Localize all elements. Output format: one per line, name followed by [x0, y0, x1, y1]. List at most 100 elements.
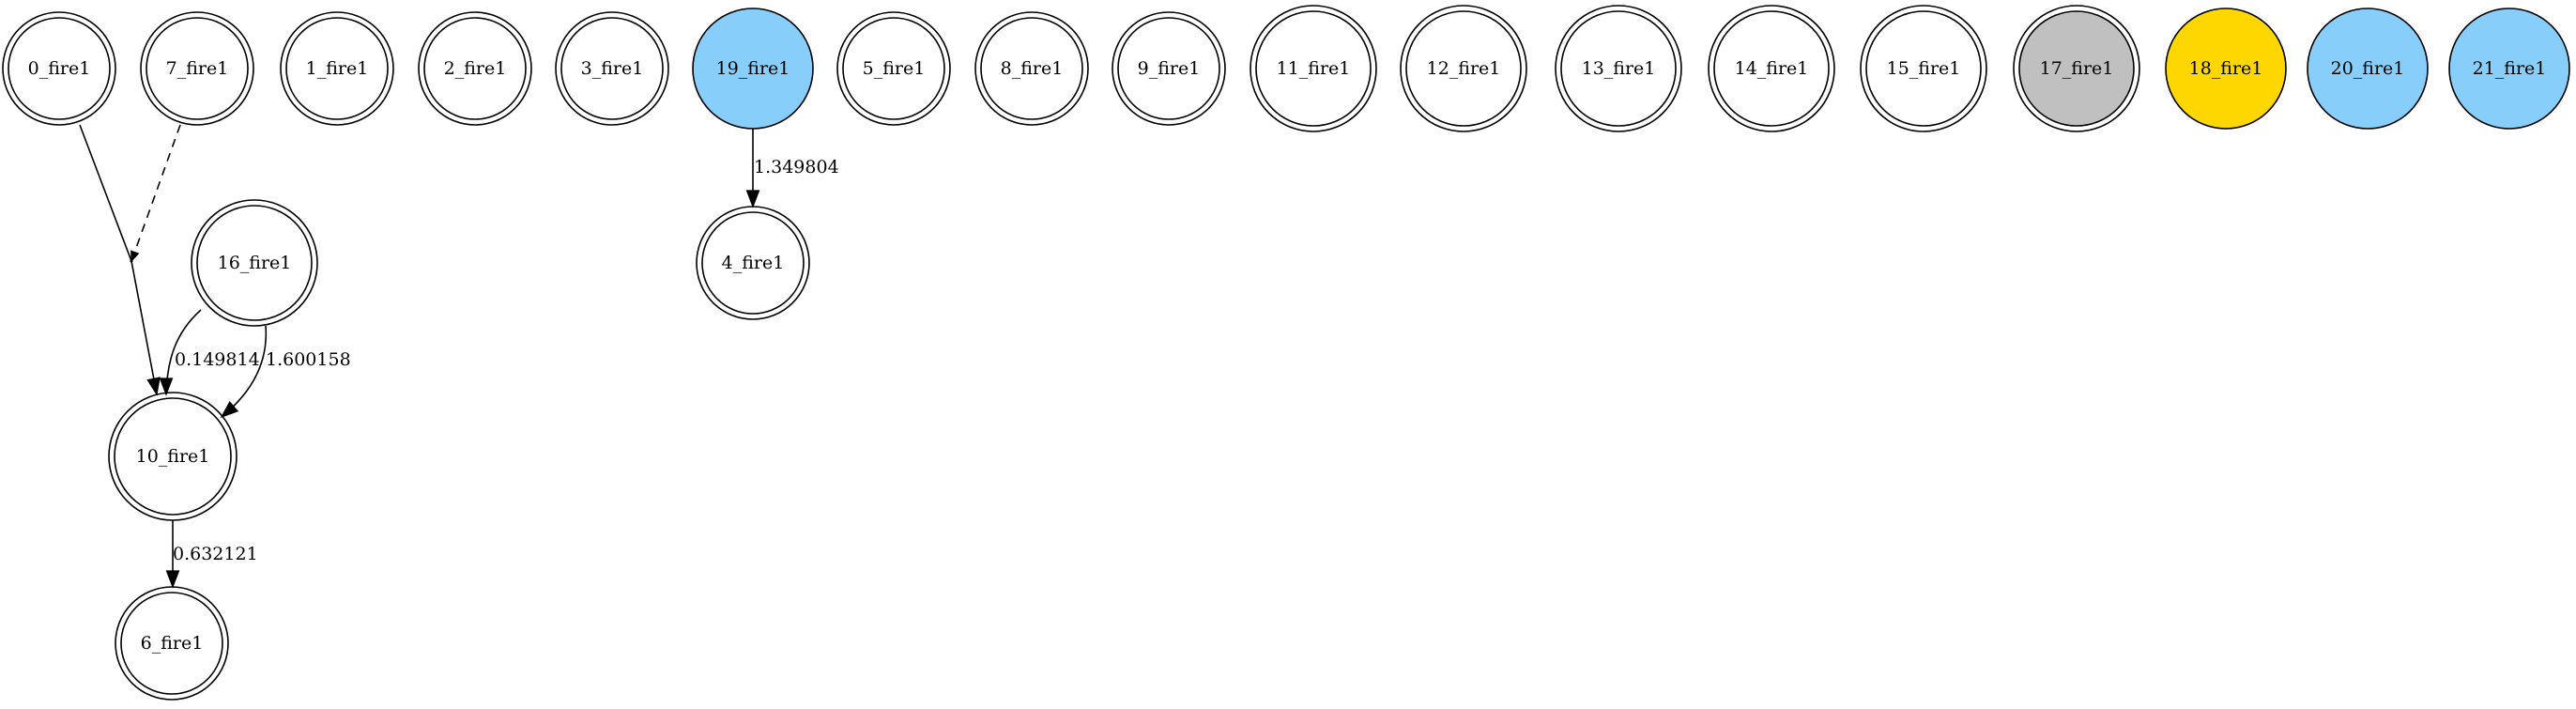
node-outer-ring [280, 11, 394, 126]
edge-7_fire1-to-junction [130, 124, 181, 263]
node-label: 10_fire1 [136, 446, 210, 467]
node-13_fire1[interactable]: 13_fire1 [1555, 5, 1682, 132]
node-inner-circle [8, 17, 111, 120]
node-outer-ring [696, 206, 810, 320]
node-2_fire1[interactable]: 2_fire1 [418, 11, 532, 126]
edge-arrowhead [159, 378, 174, 396]
node-label: 9_fire1 [1138, 58, 1201, 79]
node-outer-ring [974, 11, 1089, 126]
node-label: 12_fire1 [1427, 58, 1501, 79]
node-16_fire1[interactable]: 16_fire1 [191, 199, 318, 327]
node-circle [692, 8, 814, 130]
edge-arrowhead [220, 400, 239, 419]
node-7_fire1[interactable]: 7_fire1 [140, 11, 254, 126]
node-label: 3_fire1 [581, 58, 644, 79]
node-label: 16_fire1 [218, 253, 292, 273]
node-0_fire1[interactable]: 0_fire1 [2, 11, 116, 126]
edge-label: 0.632121 [173, 544, 258, 564]
node-outer-ring [1555, 5, 1682, 132]
node-6_fire1[interactable]: 6_fire1 [115, 586, 229, 701]
node-label: 4_fire1 [722, 253, 785, 273]
node-4_fire1[interactable]: 4_fire1 [696, 206, 810, 320]
node-outer-ring [191, 199, 318, 327]
node-outer-ring [1708, 5, 1835, 132]
node-inner-circle [1255, 10, 1372, 127]
edges-layer: 0.149814 1.600158 1.349804 0.632121 [79, 124, 839, 589]
node-inner-circle [980, 17, 1083, 120]
node-outer-ring [555, 11, 669, 126]
node-label: 6_fire1 [141, 633, 204, 654]
node-label: 0_fire1 [28, 58, 91, 79]
node-inner-circle [560, 17, 664, 120]
node-5_fire1[interactable]: 5_fire1 [836, 11, 951, 126]
node-outer-ring [1860, 5, 1987, 132]
node-label: 2_fire1 [444, 58, 507, 79]
node-outer-ring [1400, 5, 1527, 132]
node-circle [2307, 8, 2429, 130]
edge-16_fire1-to-10_fire1: 1.600158 [220, 325, 351, 419]
node-circle [2165, 8, 2287, 130]
edge-10_fire1-to-6_fire1: 0.632121 [165, 520, 258, 589]
node-inner-circle [842, 17, 945, 120]
node-14_fire1[interactable]: 14_fire1 [1708, 5, 1835, 132]
node-inner-circle [1560, 10, 1677, 127]
node-outer-ring [418, 11, 532, 126]
nodes-layer: 0_fire1 7_fire1 1_fire1 2_fire1 3_fire1 19_fi… [2, 5, 2570, 701]
node-label: 18_fire1 [2189, 58, 2263, 79]
node-inner-circle [701, 211, 805, 315]
node-label: 11_fire1 [1277, 58, 1351, 79]
node-label: 21_fire1 [2473, 58, 2547, 79]
node-inner-circle [1117, 17, 1220, 120]
node-outer-ring [836, 11, 951, 126]
edge-16_fire1-to-10_fire1: 0.149814 [159, 309, 260, 396]
node-21_fire1[interactable]: 21_fire1 [2448, 8, 2570, 130]
node-12_fire1[interactable]: 12_fire1 [1400, 5, 1527, 132]
node-outer-ring [140, 11, 254, 126]
edge-arrowhead [146, 377, 161, 396]
node-inner-circle [423, 17, 527, 120]
node-outer-ring [1250, 5, 1377, 132]
node-17_fire1[interactable]: 17_fire1 [2013, 5, 2140, 132]
edge-label: 1.349804 [754, 157, 839, 177]
node-label: 8_fire1 [1001, 58, 1064, 79]
node-9_fire1[interactable]: 9_fire1 [1112, 11, 1226, 126]
node-label: 5_fire1 [863, 58, 926, 79]
node-inner-circle [285, 17, 389, 120]
edge-arrowhead [130, 250, 140, 263]
node-label: 13_fire1 [1582, 58, 1656, 79]
node-10_fire1[interactable]: 10_fire1 [108, 392, 238, 521]
node-label: 15_fire1 [1887, 58, 1961, 79]
edge-line [79, 124, 158, 395]
edge-label: 0.149814 [175, 349, 260, 370]
node-label: 17_fire1 [2040, 58, 2114, 79]
node-outer-ring [108, 392, 238, 521]
edge-arrowhead [165, 570, 180, 589]
node-inner-circle [196, 205, 313, 321]
node-8_fire1[interactable]: 8_fire1 [974, 11, 1089, 126]
node-inner-circle [114, 397, 232, 516]
node-inner-circle [1865, 10, 1982, 127]
node-11_fire1[interactable]: 11_fire1 [1250, 5, 1377, 132]
node-15_fire1[interactable]: 15_fire1 [1860, 5, 1987, 132]
node-20_fire1[interactable]: 20_fire1 [2307, 8, 2429, 130]
node-label: 7_fire1 [166, 58, 229, 79]
node-3_fire1[interactable]: 3_fire1 [555, 11, 669, 126]
edge-0_fire1-to-10_fire1 [79, 124, 161, 396]
node-label: 19_fire1 [716, 58, 790, 79]
edge-line [221, 325, 268, 418]
node-label: 14_fire1 [1735, 58, 1809, 79]
edge-arrowhead [745, 190, 760, 208]
node-inner-circle [146, 17, 249, 120]
node-18_fire1[interactable]: 18_fire1 [2165, 8, 2287, 130]
node-inner-circle [1405, 10, 1522, 127]
node-label: 1_fire1 [306, 58, 369, 79]
node-1_fire1[interactable]: 1_fire1 [280, 11, 394, 126]
node-outer-ring [2013, 5, 2140, 132]
node-19_fire1[interactable]: 19_fire1 [692, 8, 814, 130]
edge-junction-point [130, 259, 133, 263]
edge-label: 1.600158 [266, 349, 351, 370]
node-label: 20_fire1 [2331, 58, 2405, 79]
edge-19_fire1-to-4_fire1: 1.349804 [745, 129, 839, 208]
node-inner-circle [120, 592, 223, 695]
